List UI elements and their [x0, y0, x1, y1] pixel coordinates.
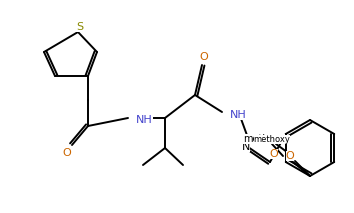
Text: NH: NH: [230, 110, 247, 120]
Text: S: S: [76, 22, 84, 32]
Text: NH: NH: [136, 115, 153, 125]
Text: methoxy: methoxy: [253, 134, 290, 144]
Text: O: O: [63, 148, 72, 158]
Text: O: O: [200, 52, 209, 62]
Text: methoxy: methoxy: [242, 134, 285, 144]
Text: O: O: [286, 151, 295, 161]
Text: N: N: [242, 142, 250, 152]
Text: O: O: [270, 149, 278, 159]
